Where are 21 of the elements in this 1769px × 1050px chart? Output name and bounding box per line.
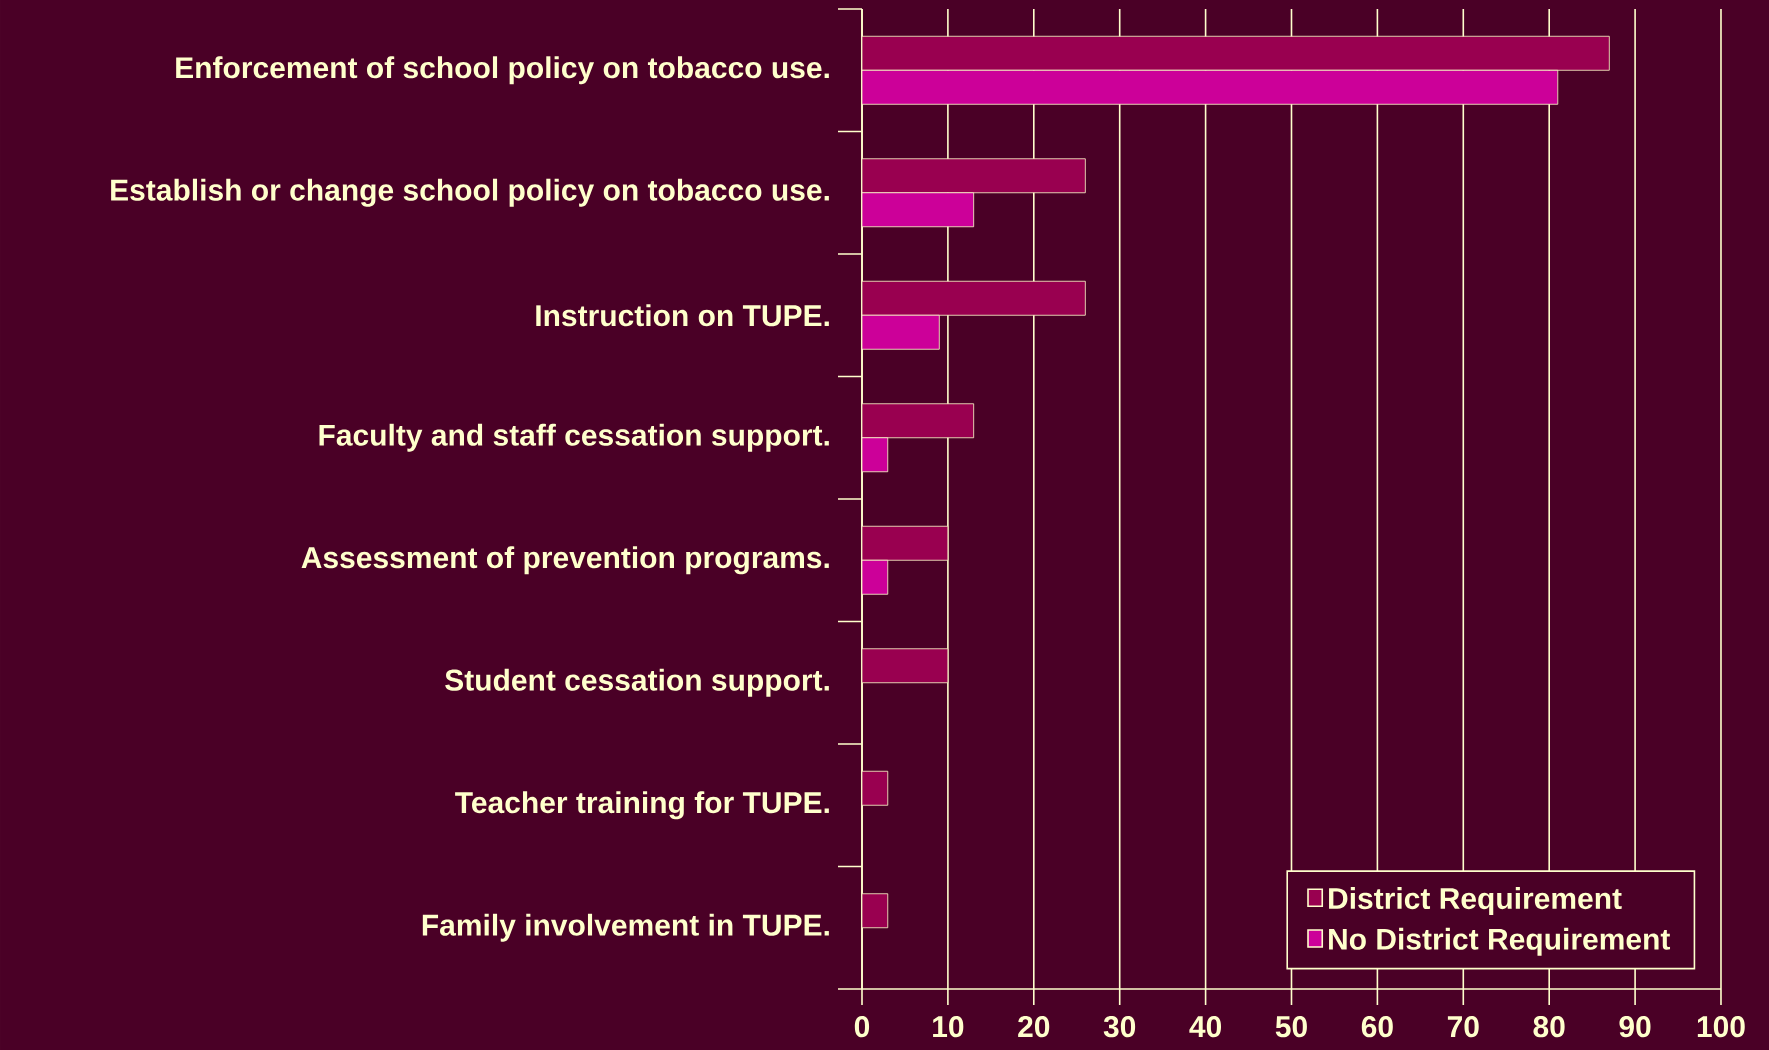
x-tick-label: 30 bbox=[1103, 1016, 1136, 1038]
y-tick-label: Establish or change school policy on tobacco use. bbox=[111, 178, 829, 207]
x-tick-label: 20 bbox=[1018, 1016, 1050, 1038]
legend-label: No District Requirement bbox=[1329, 927, 1671, 956]
y-tick-label: Family involvement in TUPE. bbox=[422, 913, 829, 942]
x-tick-label: 70 bbox=[1447, 1016, 1479, 1038]
x-tick-label: 10 bbox=[933, 1016, 964, 1038]
y-tick-label: Faculty and staff cessation support. bbox=[319, 423, 829, 452]
x-tick-label: 40 bbox=[1189, 1016, 1222, 1038]
y-tick-label: Teacher training for TUPE. bbox=[455, 791, 829, 820]
y-tick-label: Enforcement of school policy on tobacco use. bbox=[176, 56, 829, 85]
x-tick-label: 50 bbox=[1275, 1016, 1307, 1038]
x-tick-label: 80 bbox=[1533, 1016, 1565, 1038]
x-tick-label: 100 bbox=[1697, 1016, 1745, 1038]
y-tick-label: Instruction on TUPE. bbox=[536, 304, 829, 327]
y-tick-label: Student cessation support. bbox=[445, 668, 829, 697]
x-tick-label: 60 bbox=[1361, 1016, 1393, 1038]
y-tick-label: Assessment of prevention programs. bbox=[301, 546, 829, 575]
legend-label: District Requirement bbox=[1329, 887, 1622, 916]
x-tick-label: 0 bbox=[854, 1016, 870, 1038]
x-tick-label: 90 bbox=[1619, 1016, 1651, 1038]
